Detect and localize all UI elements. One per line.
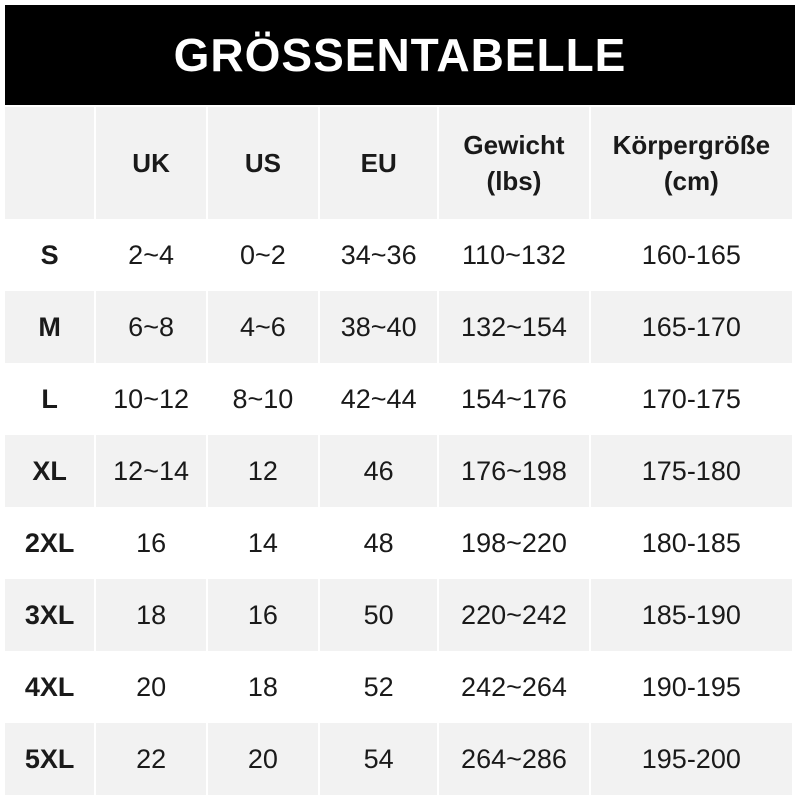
column-header (5, 107, 95, 219)
table-row: 4XL 20 18 52 242~264 190-195 (5, 651, 792, 723)
table-cell: 160-165 (641, 239, 741, 270)
table-cell: 14 (247, 527, 278, 558)
table-cell: 12 (207, 435, 319, 507)
table-cell: 154~176 (461, 383, 567, 414)
column-header: EU (320, 107, 438, 219)
table-cell: 110~132 (462, 239, 566, 270)
table-cell: 10~12 (113, 383, 189, 414)
table-cell: 42~44 (340, 383, 417, 414)
table-cell: 4~6 (207, 291, 319, 363)
table-cell: 0~2 (240, 239, 286, 270)
table-cell: 198~220 (461, 527, 567, 558)
table-cell: 50 (320, 579, 438, 651)
table-row: XL 12~14 12 46 176~198 175-180 (5, 435, 792, 507)
table-cell: 52 (363, 671, 394, 702)
table-cell: 170-175 (641, 383, 741, 414)
column-header: UK (96, 107, 206, 219)
size-label: XL (5, 435, 95, 507)
page-title: GRÖSSENTABELLE (5, 5, 795, 105)
size-label: 4XL (24, 671, 75, 702)
size-label: 2XL (24, 527, 75, 558)
table-cell: 38~40 (320, 291, 438, 363)
size-label: M (5, 291, 95, 363)
table-cell: 20 (207, 723, 319, 795)
table-cell: 264~286 (439, 723, 589, 795)
table-cell: 54 (320, 723, 438, 795)
table-cell: 2~4 (128, 239, 174, 270)
table-cell: 8~10 (232, 383, 294, 414)
table-cell: 16 (207, 579, 319, 651)
size-label: S (40, 239, 59, 270)
table-row: 2XL 16 14 48 198~220 180-185 (5, 507, 792, 579)
table-cell: 20 (136, 671, 167, 702)
size-label: L (41, 383, 58, 414)
table-cell: 22 (96, 723, 206, 795)
table-row: L 10~12 8~10 42~44 154~176 170-175 (5, 363, 792, 435)
column-header: Gewicht (lbs) (439, 107, 589, 219)
size-label: 3XL (5, 579, 95, 651)
table-cell: 165-170 (590, 291, 792, 363)
table-cell: 195-200 (590, 723, 792, 795)
size-table: UK US EU Gewicht (lbs) Körpergröße (cm) S 2~4… (3, 107, 794, 795)
table-cell: 242~264 (461, 671, 567, 702)
table-row: 5XL 22 20 54 264~286 195-200 (5, 723, 792, 795)
table-cell: 176~198 (439, 435, 589, 507)
table-cell: 132~154 (439, 291, 589, 363)
table-cell: 6~8 (96, 291, 206, 363)
table-cell: 190-195 (641, 671, 741, 702)
table-cell: 16 (136, 527, 167, 558)
table-cell: 185-190 (590, 579, 792, 651)
table-cell: 48 (363, 527, 394, 558)
column-header: US (207, 107, 319, 219)
table-cell: 18 (247, 671, 278, 702)
size-label: 5XL (5, 723, 95, 795)
column-header: Körpergröße (cm) (590, 107, 792, 219)
table-cell: 220~242 (439, 579, 589, 651)
table-cell: 18 (96, 579, 206, 651)
table-cell: 175-180 (590, 435, 792, 507)
table-cell: 34~36 (340, 239, 417, 270)
table-row: M 6~8 4~6 38~40 132~154 165-170 (5, 291, 792, 363)
table-row: S 2~4 0~2 34~36 110~132 160-165 (5, 219, 792, 291)
table-row: 3XL 18 16 50 220~242 185-190 (5, 579, 792, 651)
table-cell: 180-185 (641, 527, 741, 558)
table-cell: 12~14 (96, 435, 206, 507)
table-cell: 46 (320, 435, 438, 507)
